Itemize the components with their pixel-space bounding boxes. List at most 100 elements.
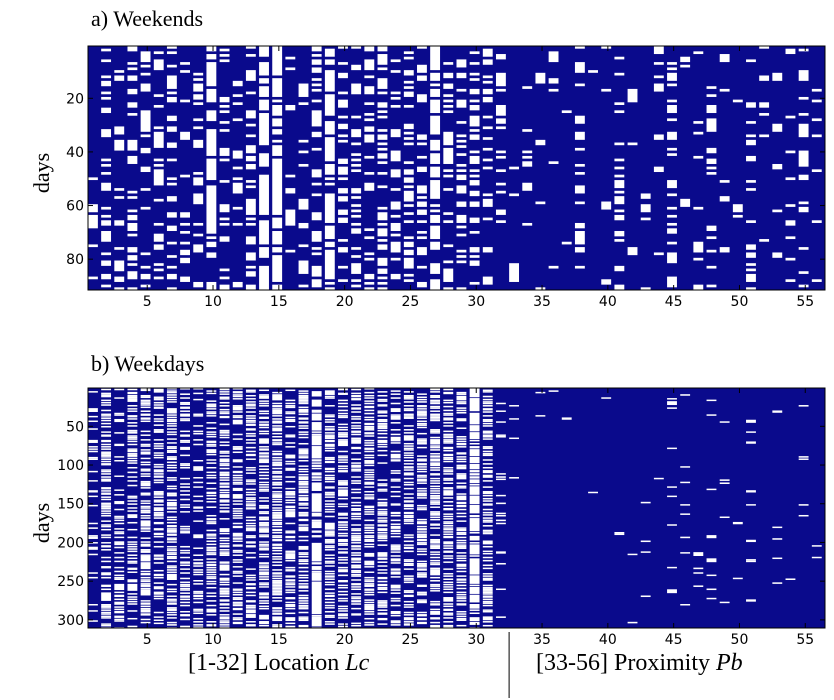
heatmap-cell <box>219 222 230 226</box>
heatmap-cell <box>693 241 704 253</box>
heatmap-cell <box>166 541 177 543</box>
heatmap-cell <box>298 480 309 483</box>
heatmap-cell <box>338 538 348 543</box>
heatmap-cell <box>219 217 230 221</box>
heatmap-cell <box>127 415 138 418</box>
heatmap-cell <box>127 438 138 440</box>
heatmap-cell <box>403 560 414 563</box>
heatmap-cell <box>101 473 112 475</box>
heatmap-cell <box>456 542 467 544</box>
heatmap-cell <box>140 451 151 455</box>
heatmap-cell <box>324 588 335 591</box>
heatmap-cell <box>614 142 625 146</box>
heatmap-cell <box>680 198 691 207</box>
heatmap-cell <box>298 607 309 610</box>
heatmap-cell <box>127 448 138 450</box>
heatmap-cell <box>285 597 296 600</box>
heatmap-cell <box>456 72 467 79</box>
heatmap-cell <box>219 276 230 280</box>
heatmap-cell <box>614 158 625 162</box>
heatmap-cell <box>232 494 243 499</box>
heatmap-cell <box>285 418 296 421</box>
heatmap-cell <box>101 613 112 615</box>
heatmap-cell <box>482 591 493 594</box>
heatmap-cell <box>193 571 204 574</box>
heatmap-cell <box>206 540 217 543</box>
heatmap-cell <box>245 501 256 503</box>
heatmap-cell <box>114 519 125 522</box>
heatmap-cell <box>390 273 401 280</box>
heatmap-cell <box>377 222 388 226</box>
heatmap-cell <box>759 239 770 242</box>
heatmap-cell <box>166 91 177 95</box>
heatmap-cell <box>495 551 506 554</box>
heatmap-cell <box>245 606 256 609</box>
heatmap-cell <box>259 562 269 565</box>
heatmap-cell <box>351 158 362 162</box>
heatmap-cell <box>272 528 283 532</box>
heatmap-cell <box>443 568 454 570</box>
heatmap-cell <box>456 610 467 613</box>
heatmap-cell <box>535 201 546 205</box>
heatmap-cell <box>377 534 388 536</box>
heatmap-cell <box>166 607 177 609</box>
heatmap-cell <box>298 406 309 409</box>
heatmap-cell <box>482 166 493 170</box>
heatmap-cell <box>390 490 401 493</box>
heatmap-cell <box>495 514 506 517</box>
heatmap-cell <box>364 391 375 394</box>
heatmap-cell <box>443 430 454 433</box>
heatmap-cell <box>166 420 177 423</box>
heatmap-cell <box>667 131 677 140</box>
heatmap-cell <box>285 496 296 498</box>
heatmap-cell <box>469 470 480 473</box>
heatmap-cell <box>88 420 98 423</box>
heatmap-cell <box>206 573 217 576</box>
heatmap-cell <box>232 391 243 394</box>
heatmap-cell <box>364 432 375 435</box>
heatmap-cell <box>377 185 388 189</box>
heatmap-cell <box>338 584 348 587</box>
heatmap-cell <box>153 494 164 496</box>
heatmap-cell <box>324 48 335 57</box>
heatmap-cell <box>364 593 375 596</box>
heatmap-cell <box>364 172 375 175</box>
heatmap-cell <box>403 568 414 570</box>
heatmap-cell <box>88 527 98 529</box>
heatmap-cell <box>351 188 362 194</box>
heatmap-cell <box>377 287 388 290</box>
heatmap-cell <box>206 185 217 234</box>
heatmap-cell <box>180 549 190 552</box>
heatmap-cell <box>430 153 441 164</box>
heatmap-cell <box>351 542 362 544</box>
heatmap-cell <box>153 452 164 454</box>
heatmap-cell <box>180 530 190 532</box>
heatmap-cell <box>456 600 467 602</box>
heatmap-cell <box>153 521 164 525</box>
heatmap-cell <box>417 455 427 457</box>
heatmap-cell <box>285 174 296 178</box>
heatmap-cell <box>272 511 283 514</box>
heatmap-cell <box>364 473 375 476</box>
heatmap-cell <box>574 201 585 205</box>
heatmap-cell <box>403 484 414 486</box>
heatmap-cell <box>114 531 125 533</box>
heatmap-cell <box>443 435 454 437</box>
heatmap-cell <box>364 494 375 496</box>
heatmap-cell <box>88 495 98 498</box>
heatmap-cell <box>298 488 309 491</box>
heatmap-cell <box>430 587 441 590</box>
heatmap-cell <box>324 414 335 416</box>
heatmap-cell <box>166 461 177 464</box>
heatmap-cell <box>153 504 164 506</box>
y-tick-label: 200 <box>57 535 84 551</box>
heatmap-cell <box>180 212 190 218</box>
y-tick-label: 40 <box>66 145 84 161</box>
heatmap-cell <box>245 271 256 277</box>
heatmap-cell <box>114 456 125 458</box>
heatmap-cell <box>614 72 625 76</box>
heatmap-cell <box>245 594 256 597</box>
heatmap-cell <box>153 586 164 590</box>
heatmap-cell <box>390 568 401 571</box>
heatmap-cell <box>338 480 348 482</box>
